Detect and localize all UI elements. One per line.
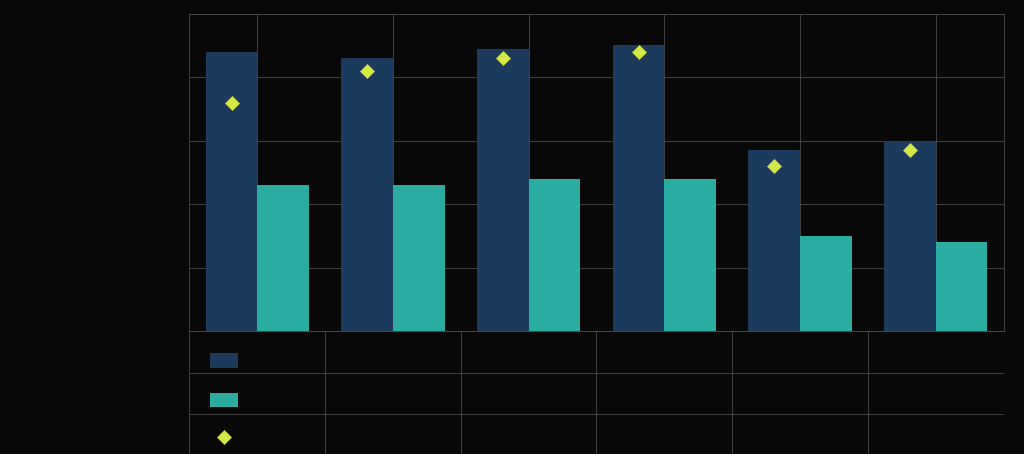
Bar	[210, 354, 239, 368]
Bar	[210, 393, 239, 407]
Bar	[257, 185, 309, 331]
Bar	[206, 52, 257, 331]
Bar	[341, 58, 393, 331]
Bar	[749, 150, 800, 331]
Bar	[528, 179, 581, 331]
Bar	[800, 236, 852, 331]
Bar	[936, 242, 987, 331]
Bar	[393, 185, 444, 331]
Bar	[477, 49, 528, 331]
Bar	[665, 179, 716, 331]
Bar	[884, 141, 936, 331]
Bar	[612, 45, 665, 331]
